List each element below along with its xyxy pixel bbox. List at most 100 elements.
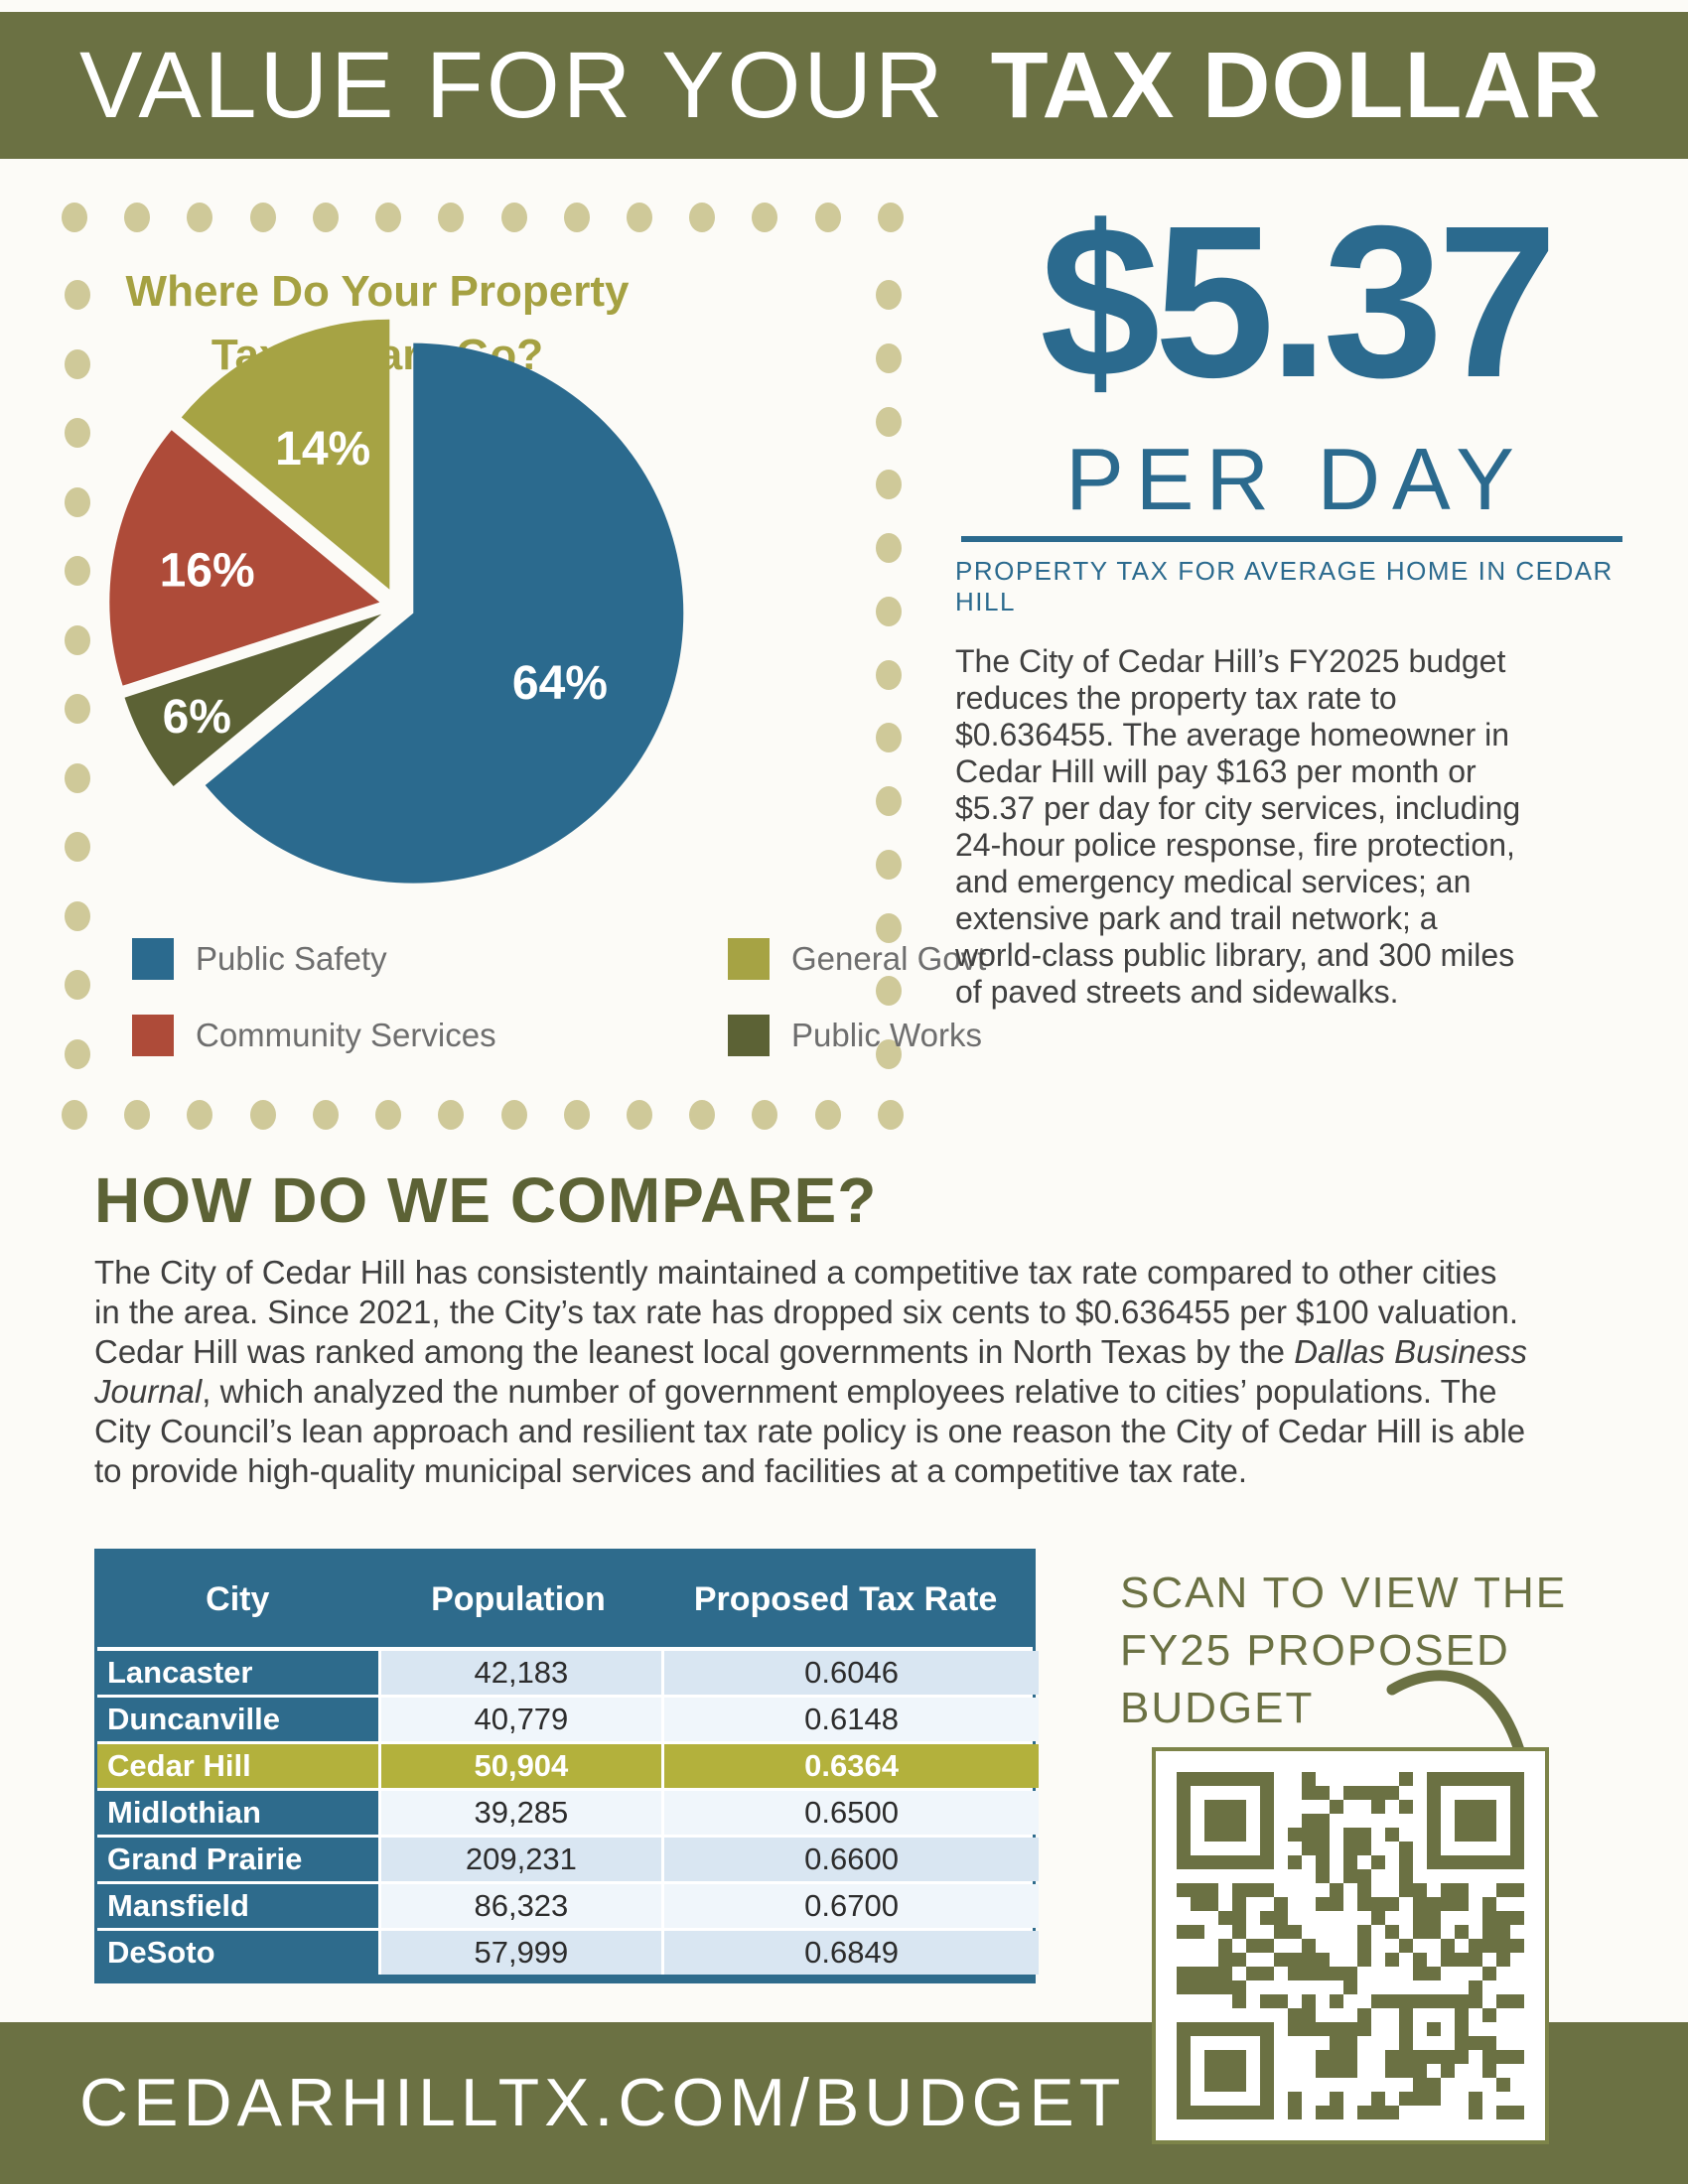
pie-slice-public-works [124,614,382,787]
legend-label-public-works: Public Works [791,1017,982,1053]
border-dot [124,203,151,232]
dotted-border-left [65,280,90,1069]
border-dot [375,1100,402,1130]
border-dot [375,203,402,232]
border-dot [62,1100,87,1130]
border-dot [626,1100,652,1130]
border-dot [65,694,90,725]
border-dot [876,786,902,816]
cell-city: DeSoto [97,1931,378,1975]
pie-slice-general-govt [181,319,390,590]
border-dot [877,1100,904,1130]
compare-text-after: , which analyzed the number of governmen… [94,1373,1526,1489]
legend-label-community-services: Community Services [196,1017,496,1053]
table-header-population: Population [431,1579,606,1618]
border-dot [876,470,902,500]
border-dot [187,1100,213,1130]
banner-title-bold: TAX DOLLAR [990,32,1602,138]
table-row: DeSoto 57,999 0.6849 [97,1931,1039,1975]
pie-slice-label: 14% [275,423,370,476]
cell-rate: 0.6046 [664,1651,1039,1695]
cell-city: Duncanville [97,1698,378,1741]
qr-code-pattern [1177,1772,1524,2119]
table-row-highlighted: Cedar Hill 50,904 0.6364 [97,1744,1039,1788]
table-row: Lancaster 42,183 0.6046 [97,1651,1039,1695]
border-dot [65,348,90,379]
table-row: Mansfield 86,323 0.6700 [97,1884,1039,1928]
pie-slice-public-safety [205,342,684,884]
cell-city: Mansfield [97,1884,378,1928]
legend-label-public-safety: Public Safety [196,940,387,977]
border-dot [438,203,465,232]
border-dot [65,280,90,310]
cell-rate: 0.6700 [664,1884,1039,1928]
border-dot [876,596,902,626]
per-day-amount: $5.37 [1040,182,1558,423]
cell-population: 40,779 [380,1698,662,1741]
dotted-border-bottom [62,1100,904,1130]
border-dot [249,203,276,232]
border-dot [500,1100,527,1130]
legend-item-community-services: Community Services [132,1015,496,1056]
border-dot [312,203,339,232]
legend-swatch-public-works [728,1015,770,1056]
table-header-city: City [206,1579,270,1618]
cell-city: Midlothian [97,1791,378,1835]
legend-swatch-community-services [132,1015,174,1056]
compare-text-before: The City of Cedar Hill has consistently … [94,1254,1519,1370]
legend-swatch-public-safety [132,938,174,980]
table-header-rate: Proposed Tax Rate [693,1579,998,1618]
border-dot [876,976,902,1007]
cell-population: 39,285 [380,1791,662,1835]
legend-item-public-works: Public Works [728,1015,982,1056]
border-dot [65,832,90,863]
border-dot [65,970,90,1001]
pie-slice-label: 16% [160,544,255,597]
cell-city: Grand Prairie [97,1838,378,1881]
border-dot [438,1100,465,1130]
border-dot [62,203,87,232]
border-dot [876,659,902,690]
footer-url: CEDARHILLTX.COM/BUDGET [79,2065,1126,2140]
border-dot [876,849,902,880]
table-body: Lancaster 42,183 0.6046 Duncanville 40,779 0… [97,1647,1039,1975]
pie-slice-community-services [109,430,380,686]
divider-rule [961,536,1622,542]
cell-population: 57,999 [380,1931,662,1975]
qr-code [1152,1747,1549,2144]
per-day-unit: PER DAY [1065,430,1526,528]
border-dot [876,280,902,310]
cell-rate: 0.6600 [664,1838,1039,1881]
border-dot [65,486,90,517]
border-dot [876,912,902,943]
scan-to-view-label: SCAN TO VIEW THE FY25 PROPOSED BUDGET [1120,1569,1568,1732]
cell-population: 86,323 [380,1884,662,1928]
border-dot [563,1100,590,1130]
dotted-border-top [62,203,904,232]
border-dot [65,624,90,655]
table-row: Grand Prairie 209,231 0.6600 [97,1838,1039,1881]
border-dot [877,203,904,232]
border-dot [124,1100,151,1130]
cell-rate: 0.6500 [664,1791,1039,1835]
top-banner: VALUE FOR YOUR TAX DOLLAR [0,12,1688,159]
border-dot [187,203,213,232]
border-dot [814,203,841,232]
cell-city: Lancaster [97,1651,378,1695]
cell-rate: 0.6849 [664,1931,1039,1975]
border-dot [752,203,778,232]
compare-heading: HOW DO WE COMPARE? [94,1164,878,1236]
legend-label-general-govt: General Govt [791,940,987,977]
border-dot [689,1100,716,1130]
border-dot [752,1100,778,1130]
cell-rate: 0.6148 [664,1698,1039,1741]
compare-paragraph: The City of Cedar Hill has consistently … [94,1253,1623,1491]
border-dot [876,723,902,753]
legend-item-general-govt: General Govt [728,938,986,980]
legend-swatch-general-govt [728,938,770,980]
cell-population: 42,183 [380,1651,662,1695]
border-dot [65,1038,90,1069]
tax-rate-comparison-table: City Population Proposed Tax Rate Lancas… [94,1549,1039,1983]
pie-chart: 64% 6% 16% 14% [109,319,684,884]
